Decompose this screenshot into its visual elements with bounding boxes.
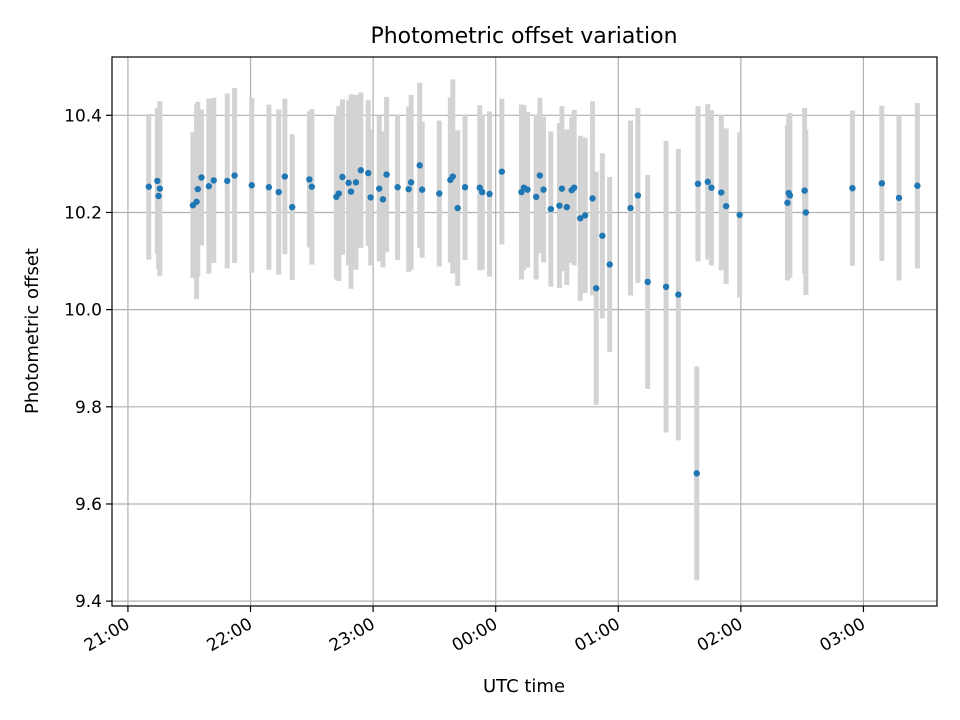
data-point bbox=[193, 198, 200, 205]
data-point bbox=[367, 194, 374, 201]
data-point bbox=[524, 186, 531, 193]
y-tick-label: 10.0 bbox=[64, 301, 102, 321]
data-point bbox=[376, 185, 383, 192]
data-point bbox=[644, 278, 651, 286]
y-tick-label: 9.8 bbox=[75, 398, 102, 418]
data-point bbox=[308, 183, 316, 190]
data-point bbox=[407, 179, 415, 186]
data-point bbox=[265, 184, 273, 191]
data-point bbox=[449, 173, 456, 180]
data-point bbox=[248, 182, 255, 189]
data-point bbox=[662, 283, 670, 291]
data-point bbox=[784, 199, 791, 206]
data-point bbox=[634, 192, 642, 199]
data-point bbox=[599, 232, 606, 239]
data-point bbox=[704, 178, 711, 186]
data-point bbox=[486, 190, 493, 198]
data-point bbox=[210, 177, 217, 184]
data-point bbox=[708, 184, 715, 191]
data-point bbox=[693, 470, 700, 477]
data-point bbox=[570, 184, 578, 191]
y-tick-label: 9.6 bbox=[75, 495, 102, 515]
data-point bbox=[289, 203, 296, 211]
data-point bbox=[145, 183, 152, 190]
data-point bbox=[194, 185, 202, 193]
data-point bbox=[379, 196, 387, 203]
data-point bbox=[198, 174, 205, 181]
data-point bbox=[849, 184, 856, 192]
data-point bbox=[536, 172, 544, 179]
data-point bbox=[540, 186, 547, 193]
data-point bbox=[563, 203, 570, 211]
data-point bbox=[281, 173, 289, 180]
x-axis-label: UTC time bbox=[483, 676, 565, 697]
data-point bbox=[593, 285, 600, 292]
data-point bbox=[405, 185, 412, 193]
data-point bbox=[895, 194, 903, 202]
data-point bbox=[205, 183, 213, 190]
y-axis-label: Photometric offset bbox=[22, 248, 43, 414]
data-point bbox=[394, 184, 401, 191]
data-point bbox=[357, 167, 365, 174]
data-point bbox=[786, 192, 794, 199]
data-point bbox=[606, 261, 613, 268]
data-point bbox=[878, 180, 886, 187]
data-point bbox=[627, 204, 634, 212]
y-axis-ticks: 9.4 9.6 9.8 10.0 10.2 10.4 bbox=[64, 106, 112, 612]
data-point bbox=[155, 192, 162, 200]
y-tick-label: 10.2 bbox=[64, 203, 102, 223]
data-point bbox=[461, 184, 469, 191]
data-point bbox=[275, 188, 282, 196]
data-point bbox=[556, 202, 563, 209]
data-point bbox=[418, 186, 426, 193]
data-point bbox=[345, 179, 352, 187]
data-point bbox=[498, 168, 506, 175]
data-point bbox=[532, 193, 540, 201]
plot-frame bbox=[111, 56, 938, 607]
data-point bbox=[558, 185, 566, 192]
data-point bbox=[802, 209, 810, 216]
data-point bbox=[224, 177, 231, 185]
y-tick-label: 9.4 bbox=[75, 592, 102, 612]
data-point bbox=[577, 215, 584, 222]
data-point bbox=[335, 190, 342, 197]
data-point bbox=[801, 187, 808, 194]
data-point bbox=[339, 173, 346, 181]
data-point bbox=[914, 182, 921, 189]
y-tick-label: 10.4 bbox=[64, 106, 102, 126]
data-point bbox=[694, 180, 702, 188]
data-point bbox=[736, 211, 743, 219]
data-point bbox=[581, 212, 589, 219]
data-point bbox=[231, 172, 238, 179]
data-point bbox=[156, 185, 164, 192]
data-point bbox=[589, 195, 596, 202]
data-point bbox=[675, 291, 682, 298]
data-point bbox=[154, 177, 161, 185]
data-point bbox=[479, 188, 486, 196]
data-point bbox=[718, 189, 725, 196]
chart-title: Photometric offset variation bbox=[370, 24, 677, 49]
data-point bbox=[547, 205, 555, 213]
data-point bbox=[454, 204, 461, 212]
data-point bbox=[436, 190, 443, 197]
data-point bbox=[722, 202, 730, 210]
data-point bbox=[416, 162, 423, 169]
data-point bbox=[347, 188, 355, 195]
data-point bbox=[365, 169, 372, 177]
data-points bbox=[145, 162, 921, 477]
data-point bbox=[306, 176, 313, 183]
data-point bbox=[383, 171, 390, 178]
data-point bbox=[352, 179, 360, 186]
